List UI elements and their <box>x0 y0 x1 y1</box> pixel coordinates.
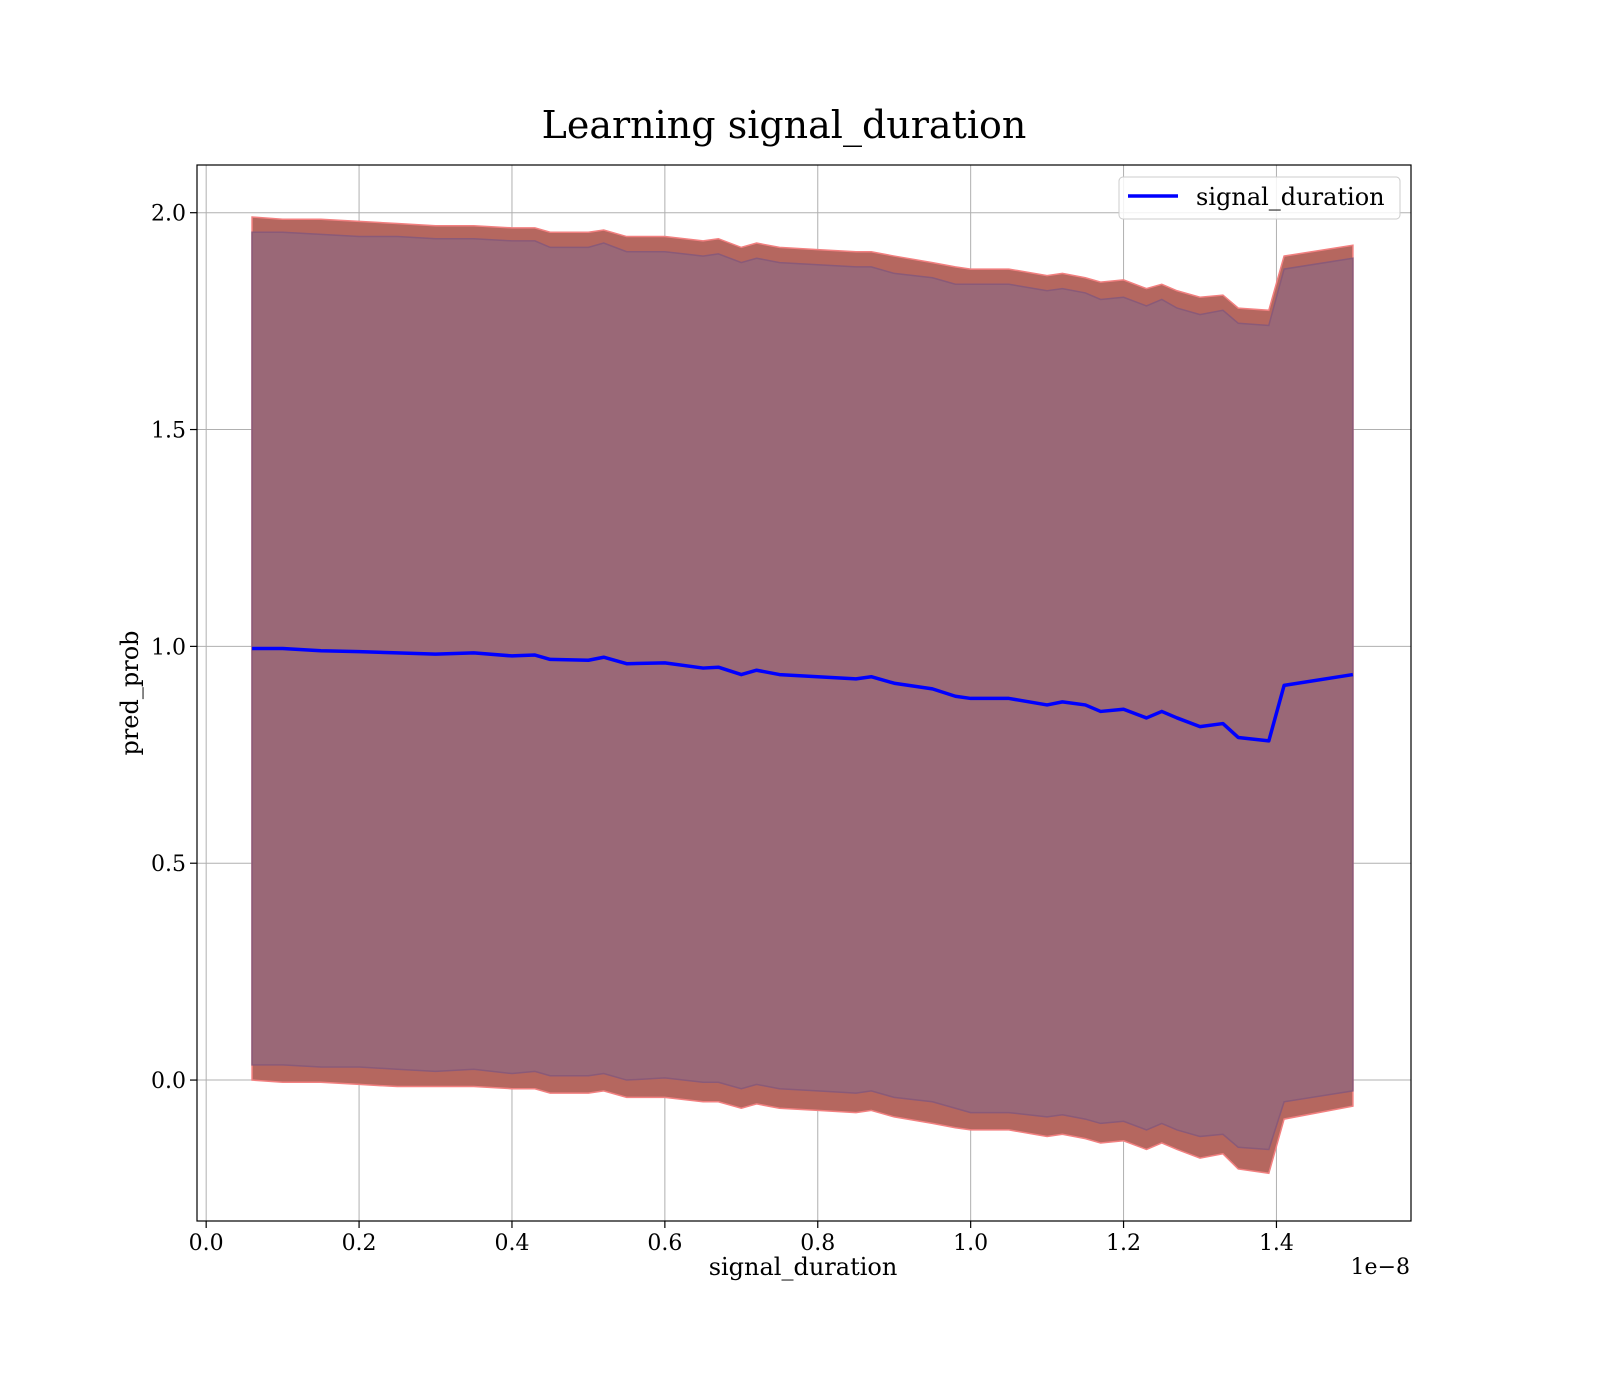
x-tick-label: 0.6 <box>647 1231 682 1256</box>
plot-frame <box>196 164 1412 1222</box>
x-tick-label: 0.2 <box>342 1231 377 1256</box>
y-tick-label: 1.0 <box>151 635 186 660</box>
legend-label-signal-duration: signal_duration <box>1196 183 1385 211</box>
x-tick-label: 1.2 <box>1106 1231 1141 1256</box>
x-tick-label: 0.8 <box>800 1231 835 1256</box>
x-tick-label: 1.0 <box>953 1231 988 1256</box>
x-tick-label: 1.4 <box>1259 1231 1294 1256</box>
y-tick-label: 1.5 <box>151 419 186 444</box>
chart-title: Learning signal_duration <box>542 103 1027 148</box>
y-tick-label: 0.0 <box>151 1069 186 1094</box>
y-tick-label: 0.5 <box>151 852 186 877</box>
legend-box <box>1118 176 1401 220</box>
x-tick-label: 0.0 <box>189 1231 224 1256</box>
x-axis-label: signal_duration <box>709 1253 898 1281</box>
inner-confidence-band <box>251 231 1354 1151</box>
x-tick-label: 0.4 <box>494 1231 529 1256</box>
series-line-signal-duration <box>252 646 1354 743</box>
y-tick-label: 2.0 <box>151 202 186 227</box>
plot-area: 0.0 0.2 0.4 0.6 0.8 1.0 1.2 1.4 0.0 0.5 1.0 1.5 2.0 s… <box>151 164 1412 1256</box>
x-offset-text: 1e−8 <box>1351 1255 1410 1280</box>
y-axis-label: pred_prob <box>116 630 144 755</box>
